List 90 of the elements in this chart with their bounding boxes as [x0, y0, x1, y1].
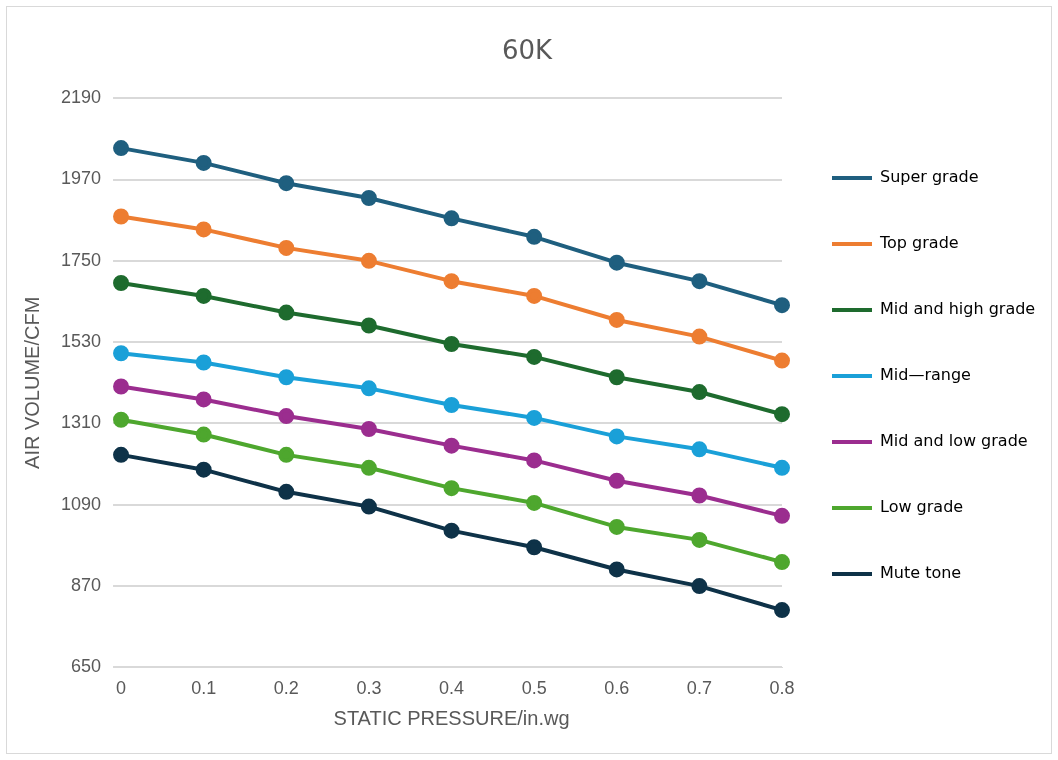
- point: [526, 494, 543, 511]
- point: [443, 437, 460, 454]
- point: [195, 426, 212, 443]
- point: [278, 239, 295, 256]
- point: [278, 175, 295, 192]
- x-tick-label: 0.5: [521, 678, 547, 699]
- y-tick-label: 1530: [61, 331, 102, 352]
- legend-label: Low grade: [880, 497, 964, 517]
- legend-label: Mid and high grade: [880, 299, 1036, 319]
- point: [443, 396, 460, 413]
- y-tick-label: 870: [71, 575, 102, 596]
- x-tick-label: 0.8: [769, 678, 795, 699]
- point: [443, 522, 460, 539]
- y-tick-label: 2190: [61, 87, 102, 108]
- point: [691, 384, 708, 401]
- point: [443, 480, 460, 497]
- x-tick-label: 0.2: [273, 678, 299, 699]
- x-tick-label: 0.4: [439, 678, 465, 699]
- point: [608, 254, 625, 271]
- point: [608, 561, 625, 578]
- point: [774, 602, 790, 619]
- point: [691, 578, 708, 595]
- point: [195, 221, 212, 238]
- point: [113, 345, 130, 362]
- y-tick-label: 1970: [61, 168, 102, 189]
- y-tick-label: 650: [71, 656, 102, 677]
- point: [195, 391, 212, 408]
- point: [526, 287, 543, 304]
- point: [113, 446, 130, 463]
- point: [608, 518, 625, 535]
- point: [691, 328, 708, 345]
- x-tick-label: 0.6: [604, 678, 630, 699]
- point: [360, 252, 377, 269]
- point: [278, 369, 295, 386]
- legend-label: Mid and low grade: [880, 431, 1028, 451]
- point: [608, 428, 625, 445]
- point: [195, 154, 212, 171]
- y-tick-label: 1750: [61, 249, 102, 270]
- point: [360, 317, 377, 334]
- point: [691, 273, 708, 290]
- y-tick-label: 1090: [61, 493, 102, 514]
- point: [526, 452, 543, 469]
- point: [526, 409, 543, 426]
- point: [195, 287, 212, 304]
- point: [278, 304, 295, 321]
- point: [360, 459, 377, 476]
- point: [113, 208, 130, 225]
- point: [195, 354, 212, 371]
- legend-label: Mute tone: [880, 563, 962, 583]
- point: [443, 273, 460, 290]
- x-tick-label: 0.3: [356, 678, 382, 699]
- point: [774, 406, 790, 423]
- point: [691, 531, 708, 548]
- point: [691, 441, 708, 458]
- legend-label: Mid—range: [880, 365, 971, 385]
- point: [774, 459, 790, 476]
- point: [360, 190, 377, 206]
- point: [113, 140, 130, 157]
- point: [278, 446, 295, 463]
- point: [113, 275, 130, 292]
- point: [278, 483, 295, 500]
- point: [526, 348, 543, 365]
- x-axis-title: STATIC PRESSURE/in.wg: [333, 706, 570, 729]
- point: [774, 554, 790, 571]
- point: [691, 487, 708, 504]
- point: [195, 461, 212, 478]
- y-axis-title: AIR VOLUME/CFM: [20, 296, 43, 469]
- point: [526, 539, 543, 556]
- point: [360, 498, 377, 515]
- point: [608, 311, 625, 328]
- x-tick-label: 0.7: [686, 678, 712, 699]
- point: [608, 472, 625, 489]
- point: [774, 297, 790, 314]
- point: [360, 380, 377, 397]
- chart-title: 60K: [501, 35, 554, 66]
- point: [360, 421, 377, 437]
- legend-label: Super grade: [880, 167, 979, 187]
- legend-label: Top grade: [879, 233, 959, 253]
- point: [526, 228, 543, 245]
- point: [278, 408, 295, 425]
- point: [608, 369, 625, 386]
- x-tick-label: 0.1: [191, 678, 217, 699]
- point: [113, 378, 130, 395]
- y-tick-label: 1310: [61, 412, 102, 433]
- point: [774, 507, 790, 524]
- point: [443, 210, 460, 227]
- point: [113, 411, 130, 428]
- point: [774, 352, 790, 369]
- x-tick-label: 0: [116, 678, 127, 699]
- point: [443, 335, 460, 352]
